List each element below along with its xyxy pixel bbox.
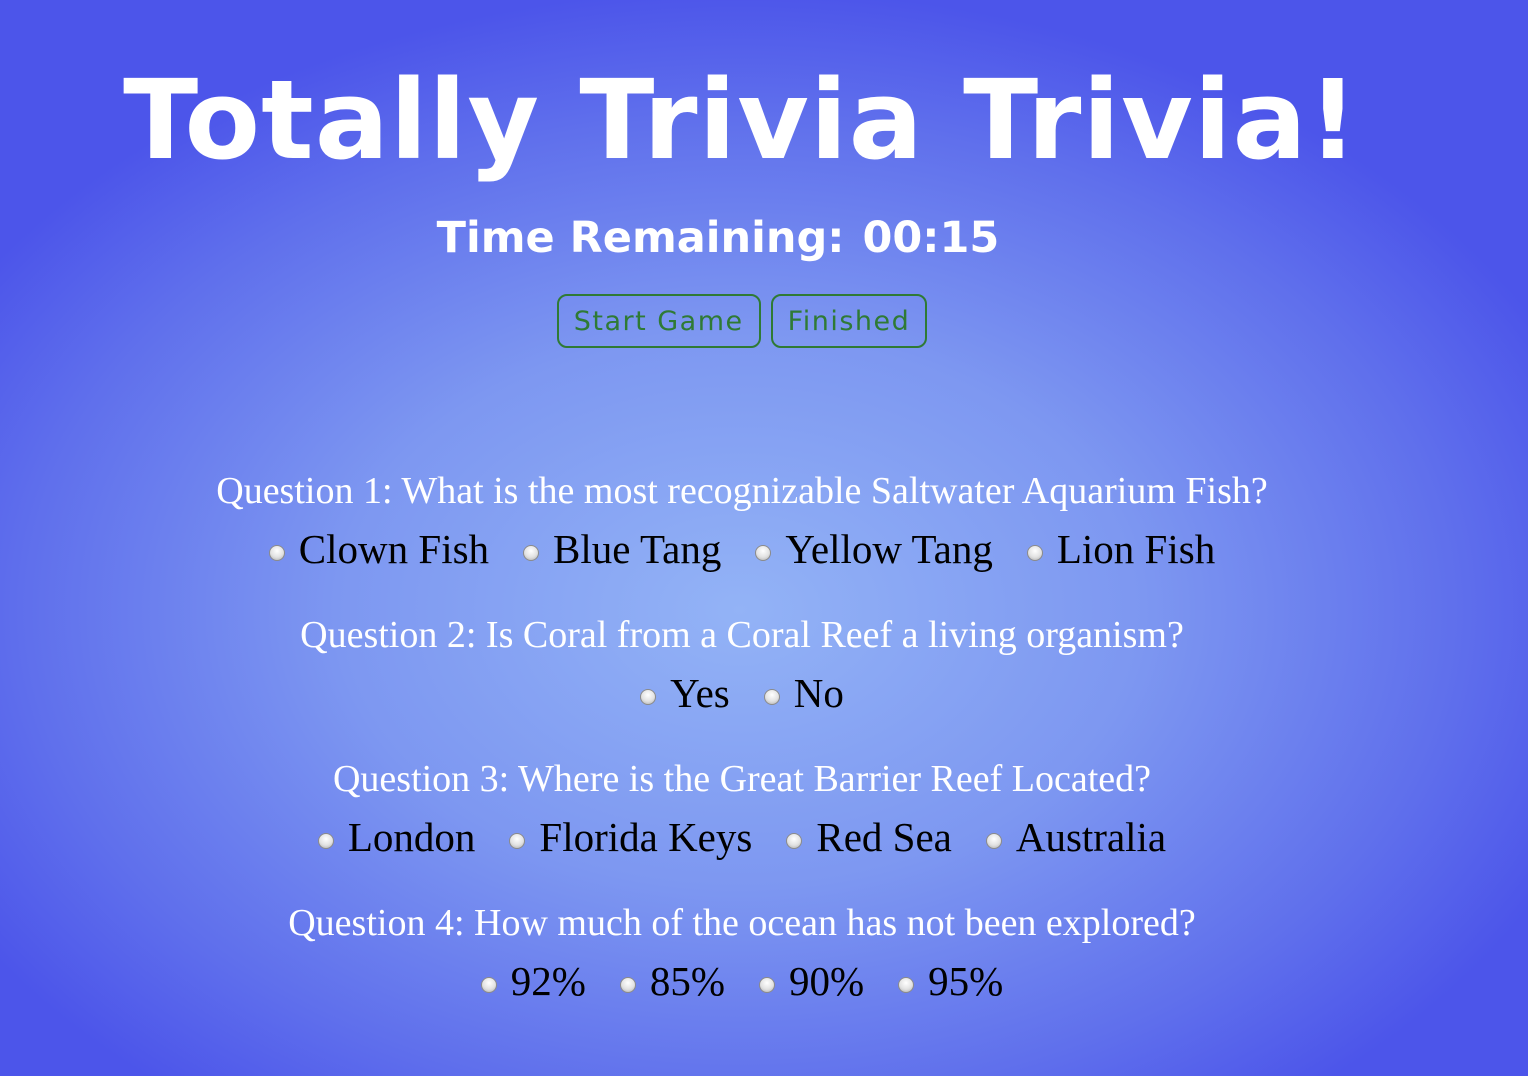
answer-options: London Florida Keys Red Sea Australia <box>0 806 1484 868</box>
radio-button[interactable] <box>763 689 780 705</box>
answer-label: Yellow Tang <box>785 526 993 572</box>
answer-option[interactable]: 92% <box>480 957 586 1005</box>
answer-label: 92% <box>510 958 586 1004</box>
answer-label: Florida Keys <box>539 814 753 860</box>
answer-label: 85% <box>649 958 725 1004</box>
answer-options: Yes No <box>0 662 1484 724</box>
radio-button[interactable] <box>898 977 915 993</box>
question-2: Question 2: Is Coral from a Coral Reef a… <box>0 608 1484 752</box>
answer-options: 92% 85% 90% 95% <box>0 950 1484 1012</box>
timer-label: Time Remaining: <box>436 213 845 263</box>
question-text: Question 1: What is the most recognizabl… <box>216 470 1268 512</box>
question-text: Question 2: Is Coral from a Coral Reef a… <box>300 614 1184 656</box>
radio-button[interactable] <box>509 833 526 849</box>
radio-button[interactable] <box>317 833 334 849</box>
answer-label: No <box>793 670 844 716</box>
answer-label: Australia <box>1015 814 1167 860</box>
answer-option[interactable]: Florida Keys <box>509 813 752 861</box>
radio-button[interactable] <box>619 977 636 993</box>
page-title: Totally Trivia Trivia! <box>123 56 1359 184</box>
answer-option[interactable]: 85% <box>619 957 725 1005</box>
answer-label: 90% <box>789 958 865 1004</box>
timer-value: 00:15 <box>862 213 1000 263</box>
answer-option[interactable]: 90% <box>759 957 864 1005</box>
answer-option[interactable]: 95% <box>898 957 1003 1005</box>
timer: Time Remaining: 00:15 <box>0 210 1436 266</box>
answer-option[interactable]: Clown Fish <box>268 525 490 573</box>
start-game-button[interactable]: Start Game <box>556 294 761 348</box>
finished-button[interactable]: Finished <box>770 294 928 348</box>
radio-button[interactable] <box>1026 545 1043 561</box>
question-3: Question 3: Where is the Great Barrier R… <box>0 752 1484 896</box>
answer-label: Clown Fish <box>298 526 490 572</box>
question-text: Question 4: How much of the ocean has no… <box>288 902 1196 944</box>
answer-label: Lion Fish <box>1056 526 1216 572</box>
game-controls: Start Game Finished <box>0 294 1484 348</box>
answer-option[interactable]: No <box>763 669 844 717</box>
answer-label: London <box>347 814 476 860</box>
radio-button[interactable] <box>759 977 775 993</box>
answer-label: Blue Tang <box>553 526 722 572</box>
answer-options: Clown Fish Blue Tang Yellow Tang Lion Fi… <box>0 518 1484 580</box>
answer-option[interactable]: Australia <box>985 813 1167 861</box>
question-4: Question 4: How much of the ocean has no… <box>0 896 1484 1040</box>
answer-label: Red Sea <box>816 814 952 860</box>
answer-option[interactable]: Yes <box>640 669 730 717</box>
radio-button[interactable] <box>640 689 657 705</box>
answer-label: 95% <box>928 958 1004 1004</box>
question-list: Question 1: What is the most recognizabl… <box>0 464 1484 1040</box>
answer-option[interactable]: Lion Fish <box>1026 525 1216 573</box>
question-1: Question 1: What is the most recognizabl… <box>0 464 1484 608</box>
radio-button[interactable] <box>480 977 497 993</box>
answer-option[interactable]: Blue Tang <box>523 525 721 573</box>
radio-button[interactable] <box>523 545 540 561</box>
answer-label: Yes <box>670 670 730 716</box>
answer-option[interactable]: Red Sea <box>786 813 952 861</box>
answer-option[interactable]: Yellow Tang <box>755 525 993 573</box>
question-text: Question 3: Where is the Great Barrier R… <box>332 758 1152 800</box>
radio-button[interactable] <box>755 545 772 561</box>
radio-button[interactable] <box>985 833 1002 849</box>
radio-button[interactable] <box>786 833 803 849</box>
radio-button[interactable] <box>268 545 285 561</box>
answer-option[interactable]: London <box>317 813 476 861</box>
